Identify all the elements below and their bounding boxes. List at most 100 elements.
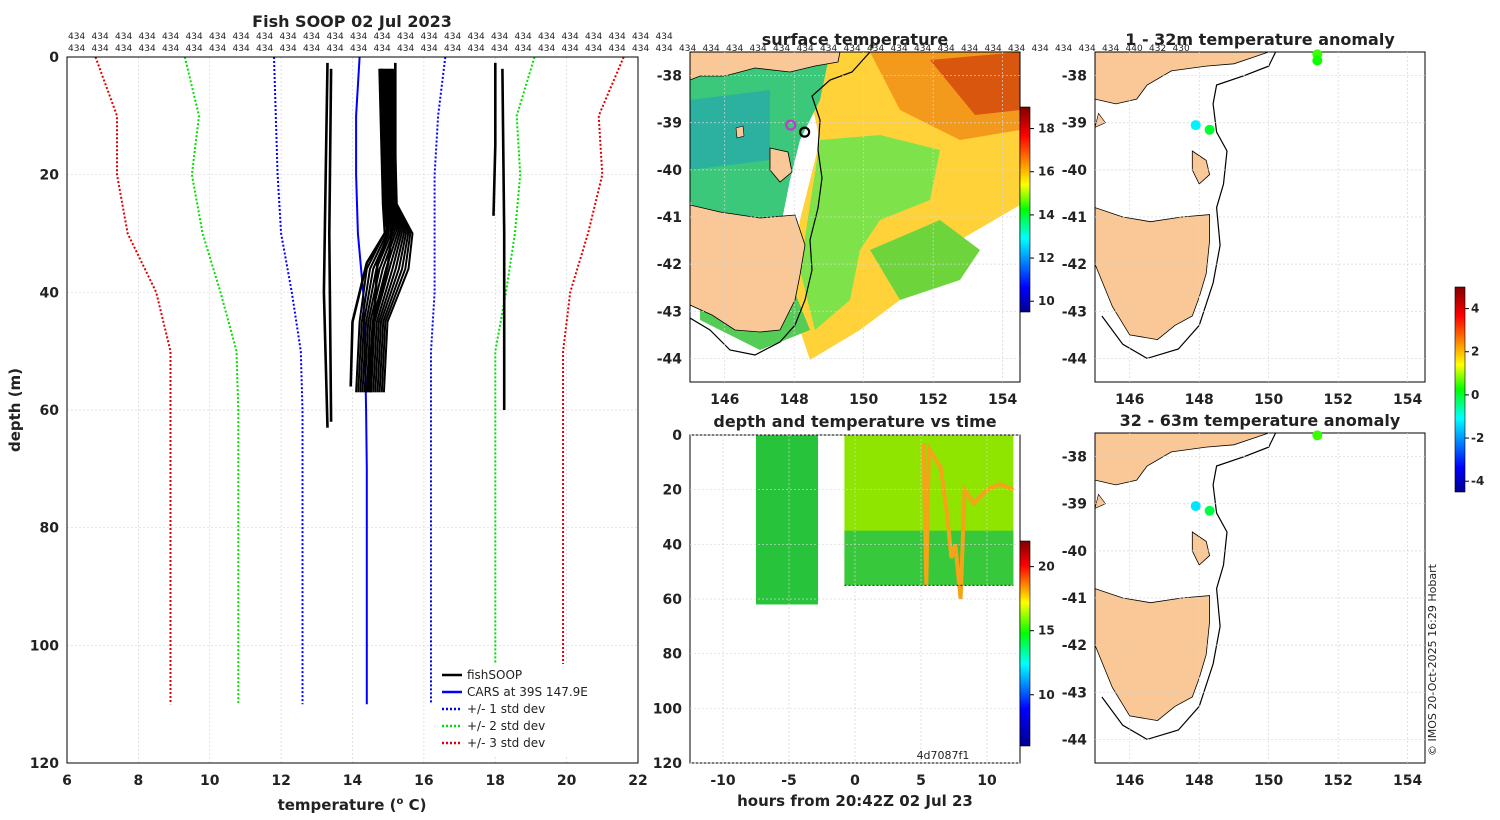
anomaly-1-32-ytick-label: -42 (1062, 257, 1087, 273)
profile-line--1-std-dev-low- (273, 56, 304, 705)
profile-top-label: 434 (186, 32, 203, 42)
profile-top-label: 434 (844, 44, 861, 54)
profile-xlabel: temperature (o C) (278, 796, 427, 814)
depth-time-xtick-label: -5 (781, 773, 797, 789)
anomaly-32-63-shelf-contour (1101, 433, 1277, 741)
profile-top-label: 434 (609, 32, 626, 42)
sst-mid-region (800, 135, 940, 330)
anomaly-32-63-anomaly-point (1312, 430, 1323, 441)
anomaly-1-32-xtick-label: 150 (1254, 392, 1283, 408)
anomaly-1-32-shelf-contour (1101, 52, 1277, 360)
sst-ytick-label: -44 (657, 351, 683, 367)
depth-time-ytick-label: 100 (653, 701, 682, 717)
anomaly-1-32-land-island (1191, 150, 1211, 185)
profile-xtick-label: 12 (271, 773, 290, 789)
depth-time-xtick-label: 5 (916, 773, 926, 789)
depth-time-annotation: 4d7087f1 (917, 749, 970, 762)
profile-line-fishsoop-bundle (376, 68, 408, 393)
anomaly-colorbar (1454, 286, 1466, 493)
profile-line-fishsoop-bundle (370, 68, 401, 393)
sst-title: surface temperature (762, 30, 949, 49)
sst-land-tasmania (690, 204, 806, 333)
profile-line-fishsoop-bundle (367, 68, 399, 393)
profile-top-label: 434 (773, 44, 790, 54)
sst-colorbar (1019, 106, 1031, 313)
profile-line--3-std-dev-low- (94, 56, 172, 705)
depth-time-ytick-label: 0 (672, 428, 682, 444)
profile-ytick-label: 0 (49, 50, 59, 66)
anomaly-1-32-title: 1 - 32m temperature anomaly (1125, 30, 1395, 49)
anomaly-1-32-chart: 146 148 150 152 154 -38 -39 -40 -41 -42 -43 -44 1 -… (1062, 30, 1426, 408)
profile-top-label: 434 (139, 44, 156, 54)
sst-cold-region (690, 90, 770, 170)
sst-colorbar-ticks: 10 12 14 16 18 (1030, 122, 1055, 308)
profile-top-label: 434 (750, 44, 767, 54)
profile-line--3-std-dev-high- (562, 56, 625, 705)
profile-top-label: 434 (68, 32, 85, 42)
anomaly-1-32-ytick-label: -43 (1062, 304, 1087, 320)
anomaly-32-63-points (1190, 430, 1323, 516)
profile-top-label: 434 (891, 44, 908, 54)
anomaly-32-63-xtick-label: 152 (1324, 773, 1353, 789)
profile-ytick-label: 120 (30, 756, 59, 772)
sst-ship-marker (799, 126, 811, 138)
sst-map-chart: 146 148 150 152 154 -38 -39 -40 -41 -42 -43 -44 sur… (657, 30, 1055, 408)
profile-xtick-label: 16 (414, 773, 433, 789)
sst-xtick-label: 150 (849, 392, 878, 408)
sst-xtick-label: 152 (919, 392, 948, 408)
sst-ytick-label: -41 (657, 210, 682, 226)
depth-time-colorbar (1019, 540, 1031, 747)
sst-colorbar-label: 14 (1038, 208, 1055, 222)
profile-top-label: 434 (233, 32, 250, 42)
profile-line--1-std-dev-high- (430, 56, 447, 705)
profile-top-label: 434 (233, 44, 250, 54)
anomaly-1-32-anomaly-point (1204, 124, 1215, 135)
depth-time-xtick-label: 0 (850, 773, 860, 789)
anomaly-32-63-xtick-label: 150 (1254, 773, 1283, 789)
depth-time-xtick-label: 10 (977, 773, 997, 789)
sst-xtick-label: 154 (988, 392, 1017, 408)
profile-top-label: 434 (350, 44, 367, 54)
profile-top-labels: 434 434 434 434 434 434 434 434 434 434 434 434 434 4… (68, 32, 1190, 54)
profile-top-label: 434 (397, 44, 414, 54)
anomaly-1-32-xtick-label: 154 (1393, 392, 1422, 408)
anomaly-1-32-anomaly-point (1312, 55, 1323, 66)
anomaly-1-32-ytick-label: -44 (1062, 351, 1088, 367)
profile-top-label: 434 (1055, 44, 1072, 54)
depth-time-xtick-label: -10 (710, 773, 736, 789)
profile-top-label: 434 (562, 32, 579, 42)
legend-fishsoop: fishSOOP (467, 668, 522, 682)
sst-colorbar-label: 12 (1038, 251, 1055, 265)
profile-line-fishsoop-bundle (372, 68, 403, 393)
profile-top-label: 434 (303, 32, 320, 42)
anomaly-32-63-title: 32 - 63m temperature anomaly (1120, 411, 1401, 430)
legend-std3: +/- 3 std dev (467, 736, 545, 750)
profile-legend: fishSOOP CARS at 39S 147.9E +/- 1 std de… (437, 664, 617, 756)
anomaly-32-63-ytick-label: -40 (1062, 544, 1088, 560)
profile-top-label: 434 (209, 32, 226, 42)
credit-text: © IMOS 20-Oct-2025 16:29 Hobart (1426, 563, 1439, 756)
profile-top-label: 434 (562, 44, 579, 54)
profile-top-label: 434 (515, 44, 532, 54)
legend-std2: +/- 2 std dev (467, 719, 545, 733)
profile-top-label: 434 (1032, 44, 1049, 54)
depth-time-colorbar-label: 10 (1038, 688, 1055, 702)
anomaly-32-63-ytick-label: -43 (1062, 685, 1087, 701)
profile-series (94, 56, 625, 705)
anomaly-1-32-ytick-label: -39 (1062, 116, 1087, 132)
profile-ytick-label: 40 (40, 285, 60, 301)
depth-time-ytick-label: 80 (663, 647, 683, 663)
profile-xtick-label: 8 (134, 773, 144, 789)
anomaly-32-63-land-tasmania (1095, 588, 1210, 722)
anomaly-1-32-xtick-label: 152 (1324, 392, 1353, 408)
profile-top-label: 434 (68, 44, 85, 54)
profile-top-label: 434 (491, 44, 508, 54)
profile-top-label: 434 (867, 44, 884, 54)
profile-line-fishsoop-bundle (361, 68, 393, 393)
sst-hottest-region (930, 52, 1020, 115)
profile-top-label: 432 (1149, 44, 1166, 54)
anomaly-32-63-chart: 146 148 150 152 154-38-39-40-41-42-43-44 32 … (1062, 286, 1484, 789)
sst-markers (785, 119, 811, 138)
anomaly-32-63-xtick-label: 148 (1185, 773, 1214, 789)
profile-line-fishsoop-bundle (378, 68, 410, 393)
